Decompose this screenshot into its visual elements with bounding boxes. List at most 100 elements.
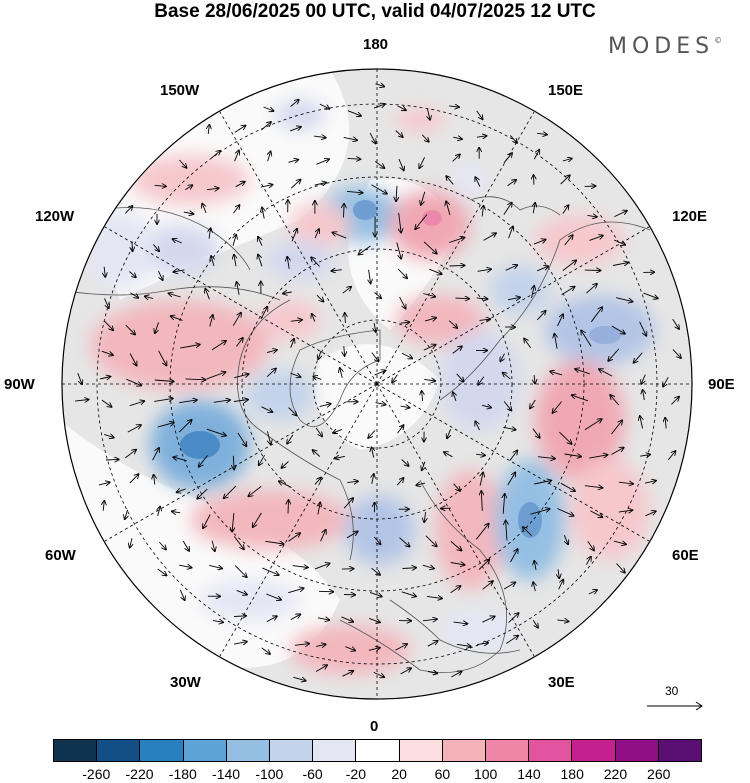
wind-vector: [129, 271, 136, 278]
wind-vector: [318, 591, 333, 592]
wind-vector: [560, 175, 570, 185]
wind-vector: [478, 560, 489, 570]
wind-vector: [236, 589, 247, 594]
wind-vector: [171, 316, 183, 321]
wind-vector: [371, 184, 387, 194]
wind-vector: [610, 395, 620, 406]
wind-vector: [532, 620, 538, 627]
wind-vector: [537, 133, 547, 134]
wind-vector: [342, 287, 352, 294]
colorbar-label: 180: [560, 766, 584, 782]
wind-vector: [182, 540, 189, 551]
wind-vector: [125, 509, 128, 519]
lon-label-120e: 120E: [672, 208, 708, 225]
wind-vector: [290, 372, 300, 377]
wind-vector: [344, 204, 345, 218]
wind-vector: [374, 371, 386, 376]
wind-vector: [510, 549, 518, 563]
lon-label-120w: 120W: [35, 208, 75, 225]
wind-vector: [503, 373, 511, 380]
wind-vector: [534, 481, 551, 485]
wind-vector: [559, 431, 571, 444]
wind-vector: [503, 203, 512, 215]
wind-vector: [644, 481, 656, 484]
wind-vector: [415, 214, 428, 230]
wind-vector: [372, 474, 374, 484]
wind-vector: [562, 260, 576, 271]
wind-vector: [233, 642, 247, 645]
wind-vector: [537, 266, 548, 272]
wind-vector: [672, 349, 681, 358]
wind-vector: [398, 158, 404, 170]
wind-vector: [588, 590, 597, 595]
wind-vector: [344, 346, 345, 356]
wind-vector: [158, 270, 163, 280]
colorbar-swatch: [183, 740, 227, 761]
wind-vector: [369, 269, 371, 284]
wind-vector: [482, 616, 494, 623]
wind-vector: [291, 339, 294, 348]
wind-vector: [507, 473, 516, 486]
wind-vector: [530, 399, 536, 408]
wind-vector: [456, 373, 464, 382]
wind-vector: [234, 150, 239, 162]
colorbar-label: -20: [345, 766, 366, 782]
wind-vector: [213, 400, 230, 402]
wind-vector: [557, 620, 568, 622]
wind-vector: [564, 454, 582, 457]
wind-vector: [205, 289, 210, 300]
colorbar-swatch: [529, 740, 573, 761]
wind-vector: [342, 671, 354, 677]
wind-vector: [158, 507, 160, 517]
wind-vector: [672, 318, 679, 329]
wind-vector: [261, 647, 270, 654]
wind-vector: [288, 588, 304, 594]
wind-vector: [401, 459, 409, 467]
wind-vector: [157, 423, 174, 428]
wind-vector: [449, 237, 464, 243]
wind-vector: [237, 432, 247, 446]
wind-vector: [634, 352, 643, 363]
wind-vector: [77, 373, 82, 384]
wind-vector: [503, 582, 515, 590]
wind-vector: [290, 100, 299, 107]
colorbar-swatch: [442, 740, 487, 761]
wind-vector: [211, 256, 214, 267]
wind-vector: [508, 297, 520, 299]
wind-vector: [179, 400, 197, 403]
wind-vectors: [74, 84, 681, 681]
colorbar-label: 220: [603, 766, 628, 782]
coastlines: [62, 196, 651, 673]
wind-vector: [421, 191, 426, 205]
wind-vector: [533, 203, 535, 214]
wind-vector: [179, 589, 184, 600]
wind-vector: [253, 512, 262, 527]
wind-vector: [169, 293, 181, 298]
wind-vector: [371, 352, 379, 362]
colorbar-label: 260: [647, 766, 671, 782]
copyright-mark: ©: [714, 36, 723, 45]
wind-vector: [212, 621, 223, 623]
wind-vector: [532, 428, 540, 438]
wind-vector: [590, 307, 602, 323]
wind-vector: [232, 513, 234, 531]
wind-vector: [533, 240, 546, 245]
wind-vector: [157, 568, 167, 576]
wind-vector: [315, 427, 322, 437]
wind-vector: [449, 106, 459, 107]
wind-vector: [453, 392, 456, 402]
wind-vector: [587, 540, 594, 550]
wind-vector: [262, 208, 264, 219]
wind-vector: [422, 461, 425, 471]
wind-vector: [346, 532, 358, 539]
wind-vector: [421, 134, 429, 142]
wind-vector: [265, 541, 283, 544]
wind-vector: [665, 418, 666, 429]
wind-vector: [197, 488, 208, 499]
wind-vector: [331, 270, 342, 271]
colorbar-label: -60: [302, 766, 323, 782]
wind-vector: [423, 294, 435, 297]
wind-vector: [671, 397, 679, 405]
colorbar-label: 140: [517, 766, 541, 782]
wind-vector: [154, 475, 155, 485]
